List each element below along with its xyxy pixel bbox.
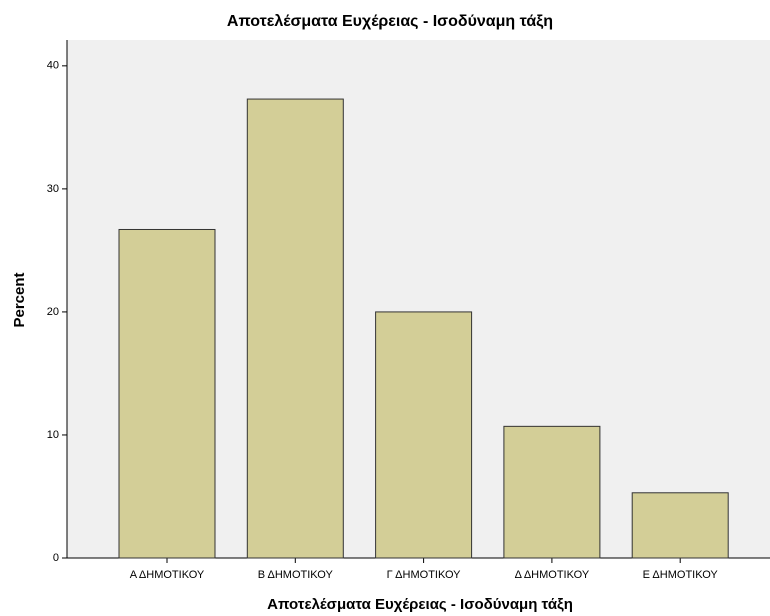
x-tick-label: Β ΔΗΜΟΤΙΚΟΥ xyxy=(258,569,334,581)
y-tick-label: 40 xyxy=(47,60,59,72)
x-tick-label: Γ ΔΗΜΟΤΙΚΟΥ xyxy=(387,569,461,581)
y-tick-label: 20 xyxy=(47,306,59,318)
y-axis-label: Percent xyxy=(11,272,28,327)
bar xyxy=(118,228,216,559)
x-tick-label: Δ ΔΗΜΟΤΙΚΟΥ xyxy=(515,569,590,581)
x-axis-label: Αποτελέσματα Ευχέρειας - Ισοδύναμη τάξη xyxy=(267,596,573,613)
x-tick-label: Α ΔΗΜΟΤΙΚΟΥ xyxy=(130,569,205,581)
y-tick-label: 0 xyxy=(53,552,59,564)
y-tick-label: 30 xyxy=(47,183,59,195)
chart-title: Αποτελέσματα Ευχέρειας - Ισοδύναμη τάξη xyxy=(227,13,553,30)
bar xyxy=(631,492,729,559)
bar xyxy=(246,98,344,559)
bar xyxy=(503,425,601,559)
y-tick-label: 10 xyxy=(47,429,59,441)
bar xyxy=(375,311,473,559)
x-tick-label: Ε ΔΗΜΟΤΙΚΟΥ xyxy=(643,569,719,581)
